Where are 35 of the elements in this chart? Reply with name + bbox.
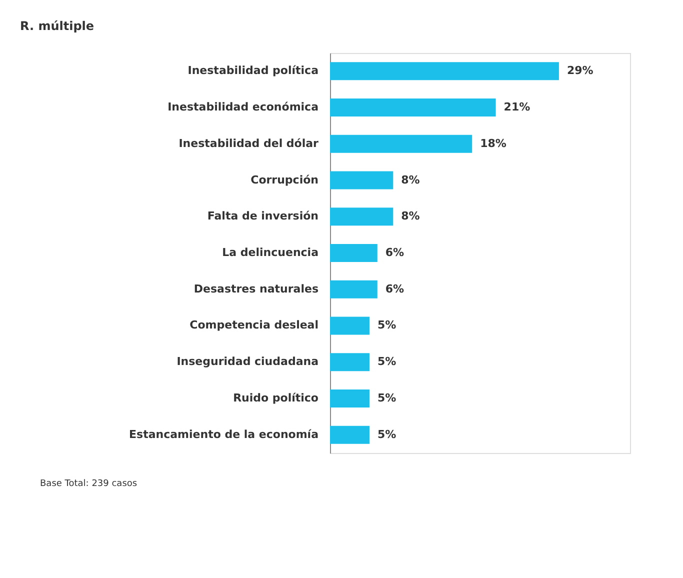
data-label: 6% [385, 282, 404, 296]
y-tick-label: Corrupción [250, 173, 318, 186]
y-tick-label: Estancamiento de la economía [129, 428, 318, 441]
data-label: 5% [377, 428, 396, 441]
y-tick-label: Competencia desleal [190, 318, 318, 332]
y-tick-label: Desastres naturales [194, 282, 319, 296]
data-label: 18% [480, 136, 506, 150]
y-tick-label: Inestabilidad económica [168, 100, 318, 114]
bar [330, 280, 378, 298]
bar [330, 316, 370, 335]
bar [330, 208, 394, 226]
data-label: 21% [504, 100, 530, 114]
bar [330, 353, 370, 372]
y-tick-label: Inseguridad ciudadana [176, 355, 318, 368]
bar [330, 171, 394, 190]
data-label: 6% [385, 246, 404, 259]
data-label: 29% [566, 64, 594, 78]
bar [330, 98, 496, 117]
bar [330, 389, 370, 408]
bar [330, 62, 559, 80]
y-tick-label: Inestabilidad del dólar [178, 136, 320, 150]
y-tick-label: La delincuencia [222, 246, 318, 259]
data-label: 5% [377, 355, 396, 368]
text: Base Total: 239 casos [40, 479, 138, 489]
data-label: 8% [401, 173, 420, 186]
data-label: 5% [377, 391, 396, 404]
bar [330, 244, 378, 262]
data-label: 5% [377, 318, 396, 332]
bar [330, 134, 472, 153]
y-tick-label: Falta de inversión [207, 210, 318, 223]
text: R. múltiple [20, 19, 94, 33]
bar [330, 426, 370, 444]
y-tick-label: Ruido político [233, 391, 319, 404]
y-tick-label: Inestabilidad política [188, 64, 318, 78]
data-label: 8% [401, 210, 420, 223]
